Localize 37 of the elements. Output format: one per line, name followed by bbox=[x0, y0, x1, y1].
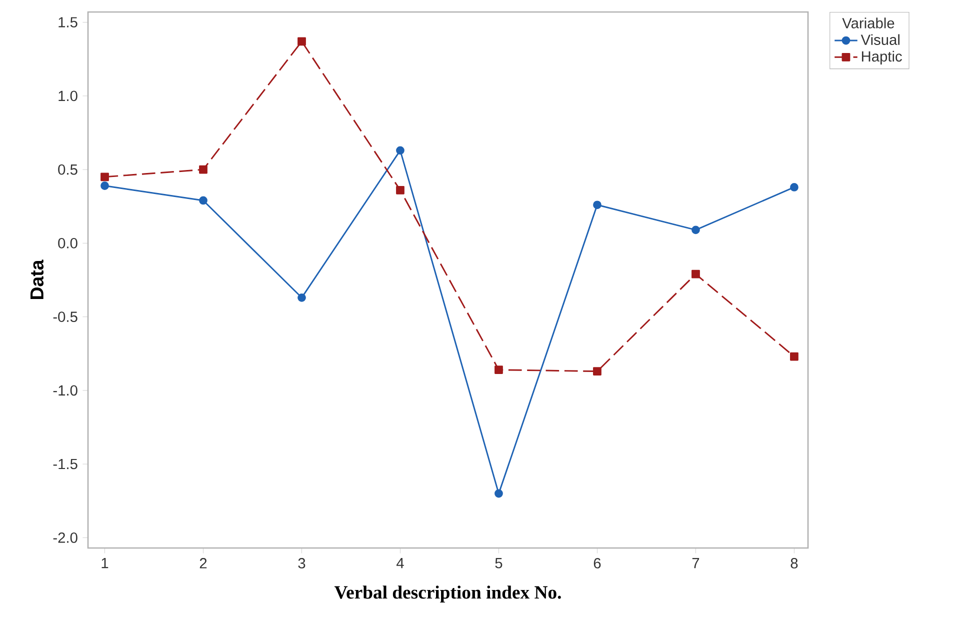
x-tick-label: 1 bbox=[102, 558, 108, 568]
x-tick-label: 6 bbox=[594, 558, 601, 568]
point bbox=[396, 146, 404, 155]
y-tick-label: 0.5 bbox=[58, 164, 78, 175]
x-tick-label: 7 bbox=[692, 558, 700, 568]
x-tick-label: 8 bbox=[790, 558, 798, 568]
point bbox=[692, 270, 700, 278]
point bbox=[199, 165, 208, 174]
x-tick-label: 4 bbox=[396, 558, 404, 568]
y-tick-label: 1.5 bbox=[58, 17, 78, 28]
point bbox=[593, 367, 602, 376]
x-axis-title: Verbal description index No. bbox=[334, 586, 561, 603]
point bbox=[692, 226, 700, 234]
point bbox=[100, 172, 109, 182]
legend-label: Visual bbox=[860, 34, 900, 45]
y-tick-label: -1.0 bbox=[53, 385, 78, 396]
point bbox=[298, 37, 306, 46]
x-tick-label: 5 bbox=[495, 558, 502, 568]
y-tick-label: -1.5 bbox=[53, 458, 78, 470]
y-tick-label: 1.0 bbox=[58, 90, 78, 102]
point bbox=[494, 366, 503, 374]
y-axis-title: Data bbox=[30, 260, 44, 299]
x-tick-label: 2 bbox=[200, 558, 207, 568]
y-tick-label: -2.0 bbox=[53, 532, 78, 543]
point bbox=[593, 200, 602, 210]
point bbox=[790, 183, 798, 192]
legend-title: Variable bbox=[842, 18, 894, 28]
point bbox=[494, 489, 503, 498]
x-tick-label: 3 bbox=[298, 558, 306, 568]
point bbox=[396, 186, 404, 194]
legend-label: Haptic bbox=[862, 50, 902, 65]
point bbox=[298, 293, 306, 302]
point bbox=[199, 196, 208, 205]
y-tick-label: -0.5 bbox=[53, 312, 78, 322]
point bbox=[100, 182, 109, 190]
point bbox=[790, 352, 798, 361]
y-tick-label: 0.0 bbox=[58, 238, 78, 248]
